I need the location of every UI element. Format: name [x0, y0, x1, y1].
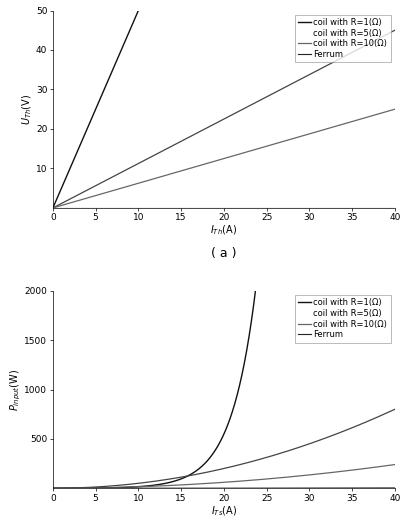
coil with R=1(Ω): [85, 485, 90, 491]
Ferrum: [317, 205, 322, 211]
coil with R=10(Ω): [323, 126, 328, 132]
Ferrum: [85, 485, 90, 491]
coil with R=5(Ω): [317, 437, 322, 444]
coil with R=10(Ω): [285, 474, 290, 480]
Ferrum: [189, 205, 194, 211]
Legend: coil with R=1(Ω), coil with R=5(Ω), coil with R=10(Ω), Ferrum: coil with R=1(Ω), coil with R=5(Ω), coil…: [295, 15, 391, 62]
coil with R=1(Ω): [50, 485, 55, 491]
coil with R=10(Ω): [317, 128, 322, 134]
coil with R=5(Ω): [392, 406, 397, 413]
coil with R=5(Ω): [317, 66, 322, 72]
coil with R=10(Ω): [392, 461, 397, 468]
Ferrum: [189, 485, 194, 491]
Y-axis label: $U_{Th}$(V): $U_{Th}$(V): [21, 93, 35, 125]
Line: coil with R=1(Ω): coil with R=1(Ω): [53, 0, 395, 208]
X-axis label: $I_{Th}$(A): $I_{Th}$(A): [210, 224, 237, 237]
coil with R=10(Ω): [189, 165, 194, 171]
Line: coil with R=1(Ω): coil with R=1(Ω): [53, 0, 395, 488]
Ferrum: [323, 205, 328, 211]
coil with R=1(Ω): [50, 205, 55, 211]
coil with R=10(Ω): [85, 195, 90, 201]
X-axis label: $I_{Ts}$(A): $I_{Ts}$(A): [211, 504, 237, 518]
Ferrum: [285, 205, 290, 211]
Ferrum: [392, 205, 397, 211]
Ferrum: [285, 485, 290, 491]
coil with R=5(Ω): [85, 484, 90, 490]
coil with R=5(Ω): [201, 127, 206, 133]
coil with R=10(Ω): [201, 480, 206, 487]
coil with R=10(Ω): [323, 470, 328, 476]
coil with R=1(Ω): [85, 124, 90, 130]
coil with R=5(Ω): [201, 470, 206, 476]
coil with R=5(Ω): [189, 133, 194, 139]
coil with R=5(Ω): [50, 485, 55, 491]
Line: coil with R=5(Ω): coil with R=5(Ω): [53, 410, 395, 488]
coil with R=10(Ω): [201, 161, 206, 167]
coil with R=10(Ω): [317, 471, 322, 477]
Y-axis label: $P_{input}$(W): $P_{input}$(W): [9, 369, 23, 411]
coil with R=5(Ω): [323, 435, 328, 441]
Ferrum: [317, 485, 322, 491]
coil with R=5(Ω): [285, 448, 290, 454]
coil with R=10(Ω): [189, 481, 194, 488]
Ferrum: [323, 485, 328, 491]
coil with R=5(Ω): [323, 63, 328, 69]
Ferrum: [50, 485, 55, 491]
coil with R=5(Ω): [392, 27, 397, 34]
Line: coil with R=10(Ω): coil with R=10(Ω): [53, 109, 395, 208]
Ferrum: [201, 485, 206, 491]
Legend: coil with R=1(Ω), coil with R=5(Ω), coil with R=10(Ω), Ferrum: coil with R=1(Ω), coil with R=5(Ω), coil…: [295, 295, 391, 343]
coil with R=5(Ω): [285, 83, 290, 89]
Line: coil with R=5(Ω): coil with R=5(Ω): [53, 30, 395, 208]
coil with R=10(Ω): [392, 106, 397, 112]
coil with R=1(Ω): [189, 471, 194, 477]
coil with R=10(Ω): [50, 205, 55, 211]
coil with R=10(Ω): [285, 137, 290, 143]
coil with R=1(Ω): [201, 461, 206, 468]
Ferrum: [392, 485, 397, 491]
coil with R=10(Ω): [85, 485, 90, 491]
Ferrum: [50, 205, 55, 211]
Text: ( a ): ( a ): [211, 247, 236, 260]
Ferrum: [85, 205, 90, 211]
coil with R=5(Ω): [189, 472, 194, 478]
Line: coil with R=10(Ω): coil with R=10(Ω): [53, 465, 395, 488]
Ferrum: [201, 205, 206, 211]
coil with R=5(Ω): [85, 186, 90, 193]
coil with R=10(Ω): [50, 485, 55, 491]
coil with R=5(Ω): [50, 205, 55, 211]
